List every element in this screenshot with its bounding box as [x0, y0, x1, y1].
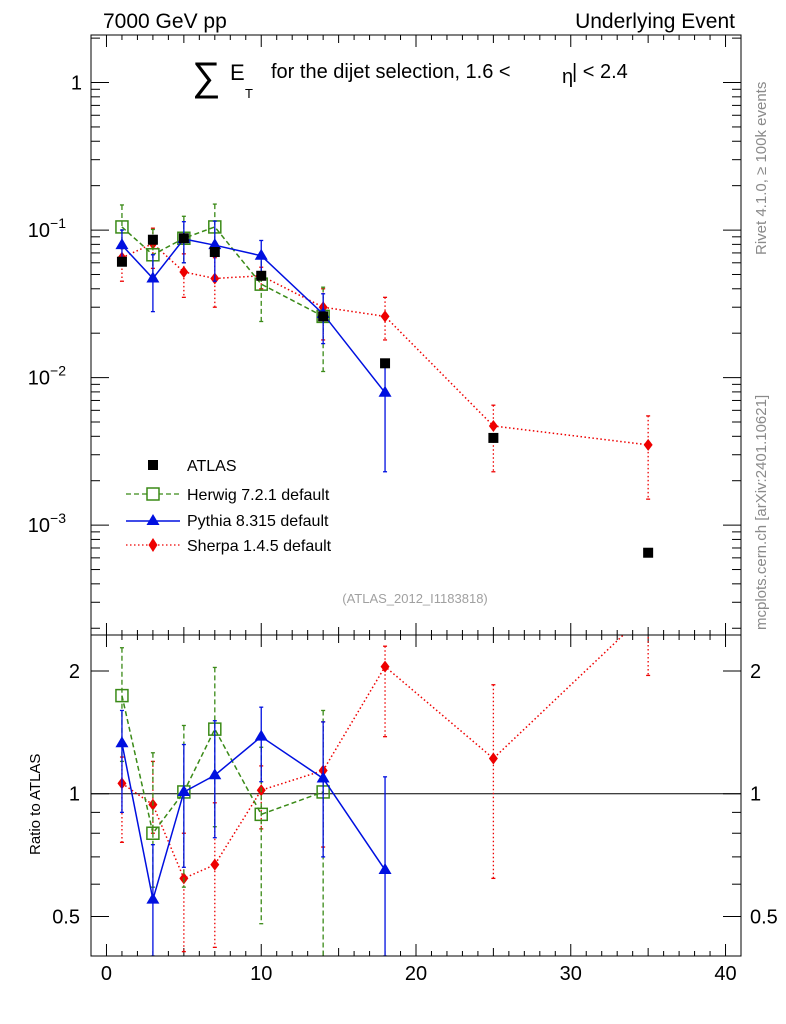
y-tick-label: 10−3 [28, 510, 66, 537]
legend-marker-sherpa [148, 538, 158, 552]
legend-marker-pythia [146, 514, 160, 525]
side-label-rivet: Rivet 4.1.0, ≥ 100k events [753, 82, 770, 255]
pythia-point [208, 768, 222, 780]
legend-marker-herwig [146, 487, 160, 501]
atlas-point [488, 432, 499, 443]
sherpa-point [643, 438, 653, 451]
ratio-y-tick-label-right: 1 [750, 784, 761, 806]
axis-ticks [91, 35, 741, 957]
atlas-point [318, 311, 329, 322]
x-tick-label: 40 [714, 963, 736, 985]
herwig-point [146, 826, 160, 840]
title-e-subscript: T [245, 86, 253, 101]
title-e-letter: E [230, 60, 245, 85]
ratio-y-tick-label: 0.5 [52, 906, 80, 928]
ratio-y-tick-label: 2 [69, 661, 80, 683]
atlas-point [209, 247, 220, 258]
sherpa-point [210, 858, 220, 871]
atlas-point [643, 547, 654, 558]
legend-item-sherpa: Sherpa 1.4.5 default [126, 538, 332, 555]
herwig-line [121, 695, 324, 835]
sherpa-line [121, 635, 625, 880]
pythia-line [121, 238, 386, 394]
sherpa-point [380, 310, 390, 323]
herwig-line [121, 226, 324, 318]
sherpa-point [488, 419, 498, 432]
title-text: for the dijet selection, 1.6 < [271, 61, 511, 83]
x-tick-label: 10 [250, 963, 272, 985]
legend-item-atlas: ATLAS [148, 458, 237, 475]
ratio-y-tick-label-right: 0.5 [750, 906, 778, 928]
title-sigma: ∑ [192, 55, 221, 99]
x-tick-label: 30 [560, 963, 582, 985]
x-tick-label: 0 [101, 963, 112, 985]
atlas-point [116, 256, 127, 267]
pythia-line [121, 735, 386, 900]
ratio-axis-label: Ratio to ATLAS [27, 754, 44, 855]
sherpa-point [488, 752, 498, 765]
pythia-point [254, 729, 268, 741]
pythia-point [208, 238, 222, 250]
y-tick-label: 1 [71, 73, 82, 95]
atlas-point [147, 234, 158, 245]
header-process: Underlying Event [575, 10, 735, 33]
legend-item-pythia: Pythia 8.315 default [126, 513, 329, 530]
legend-label-pythia: Pythia 8.315 default [187, 513, 329, 530]
pythia-point [378, 863, 392, 875]
header-energy: 7000 GeV pp [103, 10, 227, 33]
ratio-y-tick-label-right: 2 [750, 661, 761, 683]
ratio-y-tick-label: 1 [69, 784, 80, 806]
sherpa-point [380, 660, 390, 673]
sherpa-point [644, 605, 653, 617]
legend: ATLAS Herwig 7.2.1 default Pythia 8.315 … [126, 458, 332, 555]
legend-marker-atlas [148, 460, 158, 470]
legend-label-herwig: Herwig 7.2.1 default [187, 487, 330, 504]
atlas-point [256, 270, 267, 281]
legend-label-atlas: ATLAS [187, 458, 237, 475]
pythia-point [146, 271, 160, 283]
y-tick-label: 10−1 [28, 215, 66, 242]
pythia-point [378, 385, 392, 397]
sherpa-point [179, 265, 189, 278]
pythia-point [146, 892, 160, 904]
title-eta: η [562, 66, 573, 88]
y-tick-label: 10−2 [28, 363, 66, 390]
legend-item-herwig: Herwig 7.2.1 default [126, 487, 330, 504]
atlas-point [380, 358, 391, 369]
pythia-point [115, 736, 129, 748]
pythia-point [115, 238, 129, 250]
legend-label-sherpa: Sherpa 1.4.5 default [187, 538, 332, 555]
ratio-plot-area [115, 605, 653, 956]
pythia-point [254, 248, 268, 260]
x-tick-label: 20 [405, 963, 427, 985]
pythia-point [177, 784, 191, 796]
title-text-end: | < 2.4 [572, 61, 628, 83]
side-label-mcplots: mcplots.cern.ch [arXiv:2401.10621] [753, 395, 770, 630]
pythia-point [316, 771, 330, 783]
axis-tick-labels: 0 10 20 30 40 1 10−1 10−2 10−3 0.5 0.5 1 1 2 2 [28, 73, 778, 985]
plot-title: ∑ E T for the dijet selection, 1.6 < η |… [192, 55, 628, 101]
sherpa-line [121, 242, 649, 446]
analysis-id: (ATLAS_2012_I1183818) [342, 591, 488, 606]
herwig-point [254, 807, 268, 822]
ratio-panel-frame [90, 634, 742, 957]
herwig-point [115, 688, 129, 703]
atlas-point [178, 233, 189, 244]
main-plot-area [115, 203, 654, 558]
